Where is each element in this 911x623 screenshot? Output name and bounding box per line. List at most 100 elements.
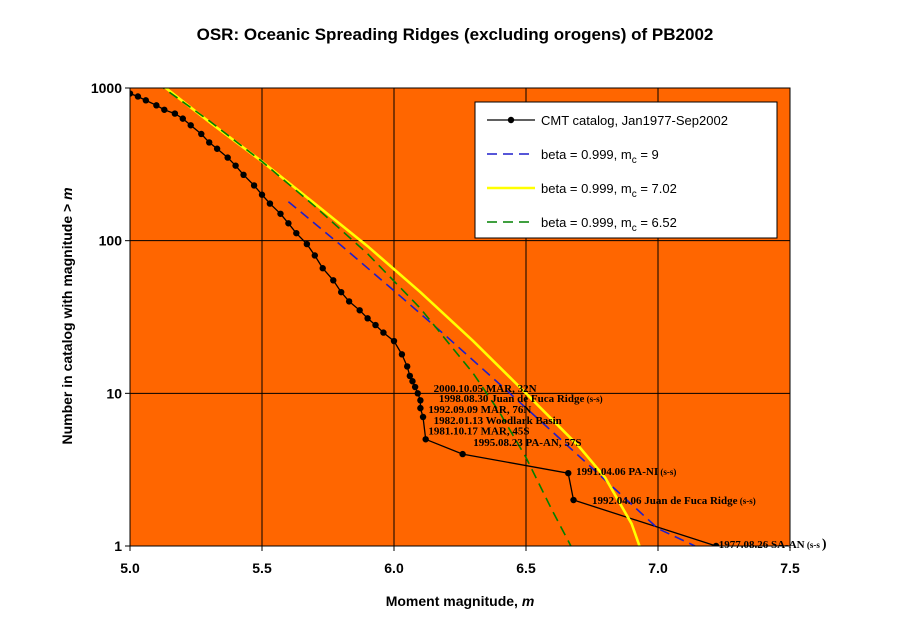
data-point [406, 372, 414, 380]
data-point [411, 383, 419, 391]
data-point [311, 252, 318, 259]
legend: CMT catalog, Jan1977-Sep2002 beta = 0.999… [474, 101, 778, 239]
annotation-suffix: (s-s) [658, 467, 676, 477]
annotation-suffix2: ) [822, 537, 827, 552]
annotation-text: 1981.10.17 MAR, 45S [428, 426, 529, 438]
series-line-3 [162, 88, 572, 546]
data-point [319, 265, 326, 272]
annotation-4: 1981.10.17 MAR, 45S [428, 426, 529, 438]
x-axis-label-italic: m [522, 593, 534, 609]
annotation-text: 1992.04.06 Juan de Fuca Ridge [592, 495, 738, 507]
data-point [240, 171, 247, 179]
legend-label-suffix: = 6.52 [637, 215, 677, 230]
data-point [187, 122, 194, 129]
data-point [565, 469, 572, 477]
series-line-1 [287, 201, 696, 546]
data-point [417, 404, 424, 412]
data-point [206, 139, 213, 146]
annotation-7: 1992.04.06 Juan de Fuca Ridge (s-s) [592, 495, 756, 507]
data-point [258, 191, 266, 198]
data-point [712, 542, 720, 546]
series-group [130, 88, 720, 546]
annotation-text: 1992.09.09 MAR, 76N [428, 404, 531, 416]
data-point [142, 97, 150, 104]
legend-label-3: beta = 0.999, mc = 6.52 [541, 215, 677, 234]
data-point [303, 240, 311, 248]
data-point [409, 378, 416, 385]
annotation-6: 1991.04.06 PA-NI (s-s) [576, 466, 676, 478]
x-axis-label: Moment magnitude, m [386, 593, 535, 609]
data-point [330, 277, 337, 284]
annotation-text: 1977.08.26 SA-AN [719, 539, 805, 551]
data-point [570, 496, 577, 504]
data-point [134, 93, 142, 100]
legend-label-text: beta = 0.999, m [541, 215, 632, 230]
data-point [422, 436, 429, 443]
legend-label-1: beta = 0.999, mc = 9 [541, 147, 659, 166]
data-point [380, 329, 387, 336]
legend-label-text: CMT catalog, Jan1977-Sep2002 [541, 113, 728, 128]
data-point [198, 130, 205, 138]
data-point [398, 351, 406, 358]
legend-marker [507, 116, 515, 124]
annotation-8: 1977.08.26 SA-AN (s-s) [719, 537, 827, 552]
data-point [213, 145, 221, 152]
legend-label-text: beta = 0.999, m [541, 147, 632, 162]
data-point [250, 182, 258, 189]
annotation-text: 1998.08.30 Juan de Fuca Ridge [439, 393, 585, 405]
plot-frame [129, 87, 791, 547]
annotation-text: 1995.08.23 PA-AN, 57S [473, 437, 581, 449]
legend-box [474, 101, 778, 239]
data-point [364, 315, 371, 322]
data-point [224, 154, 231, 161]
x-tick-label: 7.5 [780, 560, 800, 576]
annotation-0: 2000.10.05 MAR, 32N [434, 383, 537, 395]
data-point [153, 102, 160, 109]
annotation-3: 1982.01.13 Woodlark Basin [434, 415, 562, 427]
y-tick-label: 1000 [91, 80, 122, 96]
annotation-1: 1998.08.30 Juan de Fuca Ridge (s-s) [439, 393, 603, 405]
data-point [338, 288, 345, 296]
data-point [171, 110, 179, 117]
data-point [417, 397, 424, 404]
data-point [293, 229, 300, 237]
annotation-text: 2000.10.05 MAR, 32N [434, 383, 537, 395]
y-axis-label-italic: m [59, 187, 75, 199]
annotation-suffix: (s-s) [737, 496, 755, 506]
data-point [232, 162, 239, 169]
data-point [179, 115, 186, 122]
legend-label-subscript: c [632, 223, 637, 234]
data-point [419, 413, 427, 421]
data-point [130, 90, 134, 97]
annotation-text: 1982.01.13 Woodlark Basin [434, 415, 562, 427]
data-point [277, 210, 284, 217]
axes: 5.0 5.5 6.0 6.5 7.0 7.5 1 10 100 1000 [91, 80, 800, 576]
x-tick-label: 7.0 [648, 560, 668, 576]
legend-label-suffix: = 7.02 [637, 181, 677, 196]
legend-label-subscript: c [632, 155, 637, 166]
data-point [459, 450, 466, 458]
legend-label-suffix: = 9 [637, 147, 659, 162]
y-tick-label: 1 [114, 538, 122, 554]
data-point [414, 390, 421, 397]
x-tick-label: 6.0 [384, 560, 404, 576]
data-point [266, 200, 274, 207]
annotation-suffix: (s-s) [584, 394, 602, 404]
x-tick-label: 5.5 [252, 560, 272, 576]
y-tick-label: 100 [99, 233, 123, 249]
annotation-2: 1992.09.09 MAR, 76N [428, 404, 531, 416]
chart-title: OSR: Oceanic Spreading Ridges (excluding… [197, 25, 714, 44]
annotation-text: 1991.04.06 PA-NI [576, 466, 658, 478]
annotation-suffix: (s-s [805, 540, 821, 550]
data-point [161, 106, 168, 113]
legend-label-subscript: c [632, 189, 637, 200]
data-point [285, 220, 292, 227]
legend-label-2: beta = 0.999, mc = 7.02 [541, 181, 677, 200]
x-tick-label: 5.0 [120, 560, 140, 576]
legend-label-0: CMT catalog, Jan1977-Sep2002 [541, 113, 728, 128]
data-point [390, 337, 398, 345]
y-axis-label-text: Number in catalog with magnitude > [59, 200, 75, 445]
